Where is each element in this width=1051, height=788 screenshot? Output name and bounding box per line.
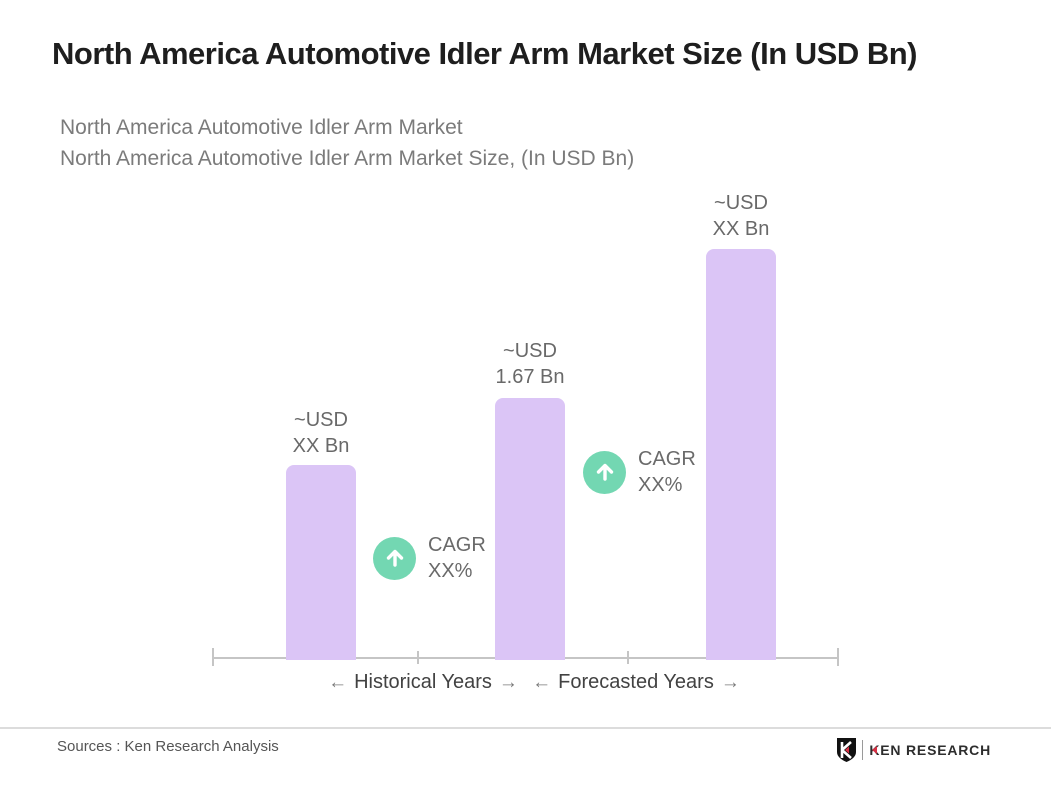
x-segment-label: Forecasted Years xyxy=(558,671,714,693)
bar-value-label: ~USD 1.67 Bn xyxy=(450,338,610,390)
axis-tick-mid-1 xyxy=(417,651,419,664)
bar-forecast-end xyxy=(706,249,776,660)
bar-historical-start xyxy=(286,465,356,660)
bar-value-label: ~USD XX Bn xyxy=(241,407,401,459)
growth-up-arrow-icon xyxy=(583,450,626,494)
bar-value-line1: ~USD xyxy=(503,340,557,362)
bar-value-line1: ~USD xyxy=(294,409,348,431)
logo-wordmark: KEN RESEARCH xyxy=(869,741,991,758)
ken-research-shield-icon xyxy=(837,737,857,762)
cagr-annotation-1: CAGR XX% xyxy=(373,532,486,584)
chart-subtitle: North America Automotive Idler Arm Marke… xyxy=(60,112,634,174)
axis-tick-end xyxy=(837,648,839,666)
axis-tick-mid-2 xyxy=(627,651,629,664)
x-segment-forecasted: ← Forecasted Years → xyxy=(532,671,740,694)
bar-value-line1: ~USD xyxy=(714,192,768,214)
cagr-line2: XX% xyxy=(638,474,683,496)
subtitle-line-1: North America Automotive Idler Arm Marke… xyxy=(60,116,463,139)
ken-research-logo: KEN RESEARCH xyxy=(836,736,991,763)
bar-value-label: ~USD XX Bn xyxy=(661,190,821,242)
x-segment-historical: ← Historical Years → xyxy=(328,671,518,694)
cagr-line1: CAGR xyxy=(428,534,486,556)
page-title: North America Automotive Idler Arm Marke… xyxy=(52,36,917,71)
left-arrow-icon: ← xyxy=(532,672,552,693)
growth-up-arrow-icon xyxy=(373,536,416,580)
cagr-line2: XX% xyxy=(428,560,473,582)
bar-value-line2: 1.67 Bn xyxy=(495,366,565,388)
logo-red-accent-icon xyxy=(872,745,878,754)
left-arrow-icon: ← xyxy=(328,672,348,693)
cagr-label: CAGR XX% xyxy=(428,532,486,584)
bar-current xyxy=(495,398,565,660)
bar-value-line2: XX Bn xyxy=(292,435,350,457)
cagr-label: CAGR XX% xyxy=(638,446,696,498)
cagr-line1: CAGR xyxy=(638,448,696,470)
logo-text: KEN RESEARCH xyxy=(869,742,991,758)
footer-divider xyxy=(0,727,1051,729)
axis-tick-start xyxy=(212,648,214,666)
bar-value-line2: XX Bn xyxy=(712,218,770,240)
right-arrow-icon: → xyxy=(498,672,518,693)
subtitle-line-2: North America Automotive Idler Arm Marke… xyxy=(60,147,635,170)
sources-text: Sources : Ken Research Analysis xyxy=(57,738,279,755)
right-arrow-icon: → xyxy=(720,672,740,693)
cagr-annotation-2: CAGR XX% xyxy=(583,446,696,498)
x-segment-label: Historical Years xyxy=(354,671,492,693)
logo-separator xyxy=(862,739,864,760)
